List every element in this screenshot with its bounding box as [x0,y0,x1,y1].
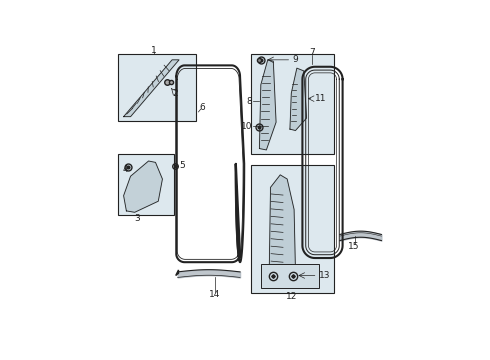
Bar [118,54,196,121]
Text: 4: 4 [122,165,128,174]
Text: 12: 12 [286,292,297,301]
Text: 11: 11 [315,94,326,103]
Text: 5: 5 [179,161,185,170]
Polygon shape [269,175,295,280]
Polygon shape [176,270,178,275]
Text: 9: 9 [293,55,298,64]
Text: 15: 15 [348,242,360,251]
Polygon shape [259,60,276,150]
Polygon shape [290,68,307,131]
Text: 13: 13 [319,271,331,280]
Text: 10: 10 [241,122,252,131]
Text: 14: 14 [209,289,220,298]
Text: 3: 3 [135,214,140,223]
Text: 1: 1 [151,46,157,55]
Text: 6: 6 [200,103,205,112]
Polygon shape [123,161,162,212]
Text: 7: 7 [309,48,315,57]
Text: 8: 8 [247,97,252,106]
Text: 2: 2 [172,89,178,98]
Polygon shape [123,60,179,117]
Bar [251,165,334,293]
Bar [251,54,334,154]
Bar [261,264,319,288]
Bar [118,154,173,215]
